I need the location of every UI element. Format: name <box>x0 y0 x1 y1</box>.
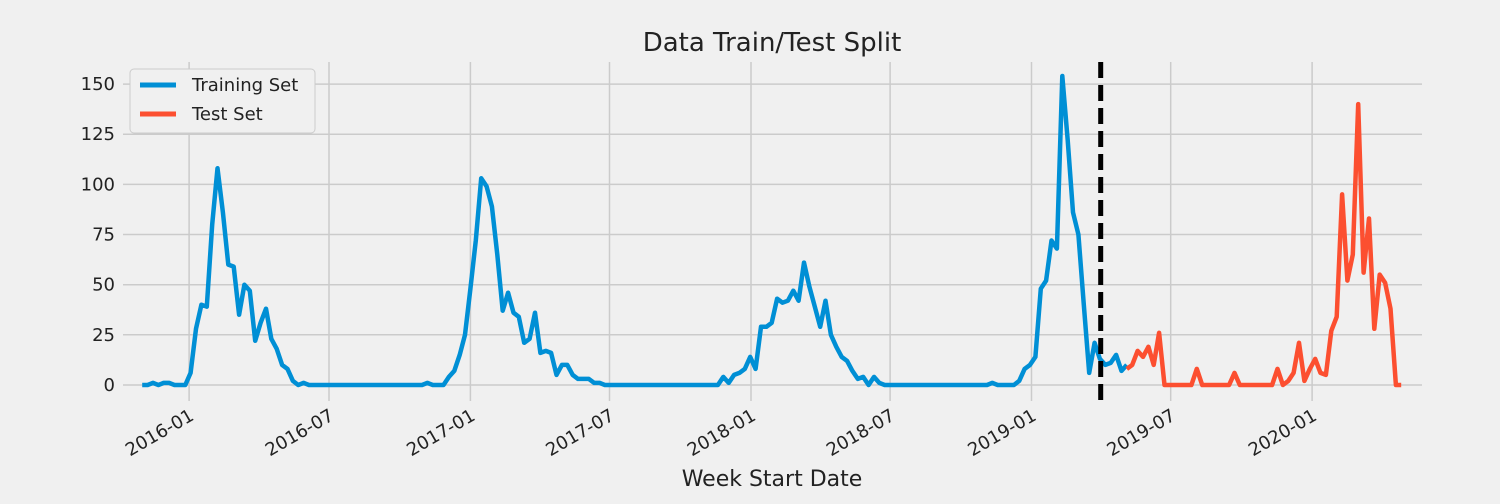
x-tick-label: 2016-07 <box>262 405 338 461</box>
x-tick-label: 2017-07 <box>542 405 618 461</box>
y-tick-label: 100 <box>81 174 115 195</box>
x-tick-label: 2019-01 <box>964 405 1040 461</box>
series-line-1 <box>1125 101 1402 388</box>
x-tick-label: 2018-07 <box>823 405 899 461</box>
series-line-0 <box>142 73 1129 388</box>
x-tick-label: 2018-01 <box>684 405 760 461</box>
legend-label-test: Test Set <box>191 104 263 125</box>
legend-box <box>129 68 316 134</box>
y-tick-label: 25 <box>92 325 115 346</box>
y-axis-ticks: 0 25 50 75 100 125 150 <box>81 74 115 396</box>
x-tick-label: 2020-01 <box>1245 405 1321 461</box>
y-tick-label: 75 <box>92 225 115 246</box>
chart-title: Data Train/Test Split <box>643 28 902 58</box>
series-layer <box>142 73 1402 388</box>
y-tick-label: 150 <box>81 74 115 95</box>
y-tick-label: 0 <box>104 375 115 396</box>
y-tick-label: 125 <box>81 124 115 145</box>
grid-lines <box>123 62 1422 401</box>
x-tick-label: 2019-07 <box>1104 405 1180 461</box>
x-tick-label: 2017-01 <box>403 405 479 461</box>
y-tick-label: 50 <box>92 275 115 296</box>
x-axis-ticks: 2016-01 2016-07 2017-01 2017-07 2018-01 2018-… <box>122 405 1321 461</box>
legend-label-training: Training Set <box>191 75 298 96</box>
x-axis-label: Week Start Date <box>682 467 863 492</box>
x-tick-label: 2016-01 <box>122 405 198 461</box>
legend: Training Set Test Set <box>129 68 316 134</box>
